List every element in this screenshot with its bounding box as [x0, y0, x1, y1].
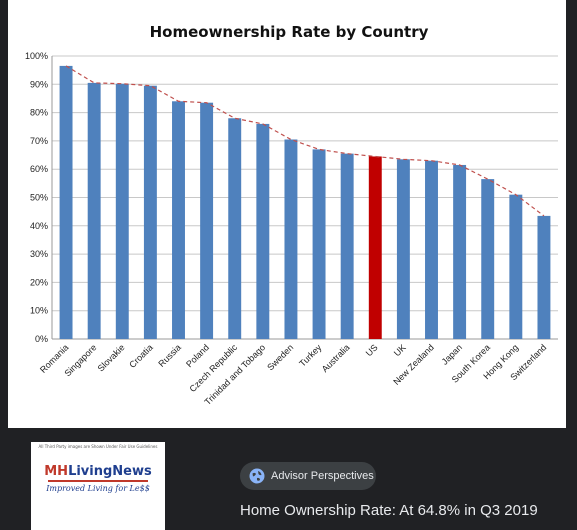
- logo-text-mh: MH: [44, 464, 69, 479]
- x-tick-label: UK: [392, 342, 408, 358]
- logo-underline: [48, 480, 148, 482]
- logo-tagline: Improved Living for Le$$: [46, 484, 150, 493]
- homeownership-bar-chart: Homeownership Rate by Country 0% 10% 20% 30…: [25, 23, 558, 407]
- y-tick-label: 70%: [30, 136, 48, 146]
- bar: [143, 85, 157, 339]
- result-card[interactable]: All Third Party images are Shown Under F…: [0, 430, 577, 530]
- fair-use-note: All Third Party images are Shown Under F…: [38, 444, 158, 449]
- gridlines: [51, 55, 558, 340]
- source-chip[interactable]: Advisor Perspectives: [240, 462, 376, 490]
- bar: [256, 123, 270, 339]
- y-tick-label: 0%: [35, 334, 48, 344]
- y-tick-label: 80%: [30, 108, 48, 118]
- y-tick-label: 60%: [30, 164, 48, 174]
- x-tick-label: Sweden: [265, 342, 295, 372]
- page-headline[interactable]: Home Ownership Rate: At 64.8% in Q3 2019: [240, 502, 538, 519]
- trendline-line: [65, 65, 545, 217]
- x-tick-label: US: [364, 342, 380, 358]
- bar: [396, 159, 410, 339]
- y-tick-label: 100%: [25, 51, 48, 61]
- x-tick-label: Croatia: [127, 342, 155, 370]
- bar: [59, 65, 73, 339]
- bars: [59, 65, 551, 339]
- bar: [115, 83, 129, 339]
- bar: [87, 82, 101, 339]
- bar: [200, 102, 214, 339]
- y-tick-label: 50%: [30, 193, 48, 203]
- thumbnail[interactable]: All Third Party images are Shown Under F…: [31, 442, 165, 530]
- bar: [537, 215, 551, 339]
- bar: [481, 179, 495, 339]
- chart-panel: Homeownership Rate by Country 0% 10% 20% 30…: [8, 0, 566, 428]
- bar: [228, 118, 242, 339]
- y-tick-label: 20%: [30, 277, 48, 287]
- bar: [284, 139, 298, 339]
- globe-icon: [249, 468, 265, 484]
- y-axis-ticks: 0% 10% 20% 30% 40% 50% 60% 70% 80% 90% 100%: [25, 51, 48, 344]
- bar: [425, 160, 438, 339]
- logo-text-livingnews: LivingNews: [68, 464, 152, 479]
- site-logo: MHLivingNews: [31, 463, 165, 479]
- x-tick-label: Poland: [184, 342, 211, 369]
- y-tick-label: 40%: [30, 221, 48, 231]
- trendline: [65, 65, 545, 217]
- bar: [312, 149, 326, 339]
- bar: [368, 156, 382, 339]
- y-tick-label: 10%: [30, 306, 48, 316]
- bar: [453, 164, 467, 339]
- y-tick-label: 30%: [30, 249, 48, 259]
- bar: [509, 194, 523, 339]
- x-tick-label: Japan: [440, 342, 464, 366]
- bar: [172, 101, 185, 339]
- x-tick-label: Russia: [156, 342, 183, 369]
- x-tick-label: Australia: [320, 342, 352, 374]
- y-tick-label: 90%: [30, 79, 48, 89]
- x-tick-label: Slovakie: [96, 342, 127, 373]
- chart-title: Homeownership Rate by Country: [150, 23, 429, 41]
- x-tick-label: Turkey: [297, 342, 324, 369]
- source-label: Advisor Perspectives: [271, 470, 374, 482]
- bar: [340, 153, 354, 339]
